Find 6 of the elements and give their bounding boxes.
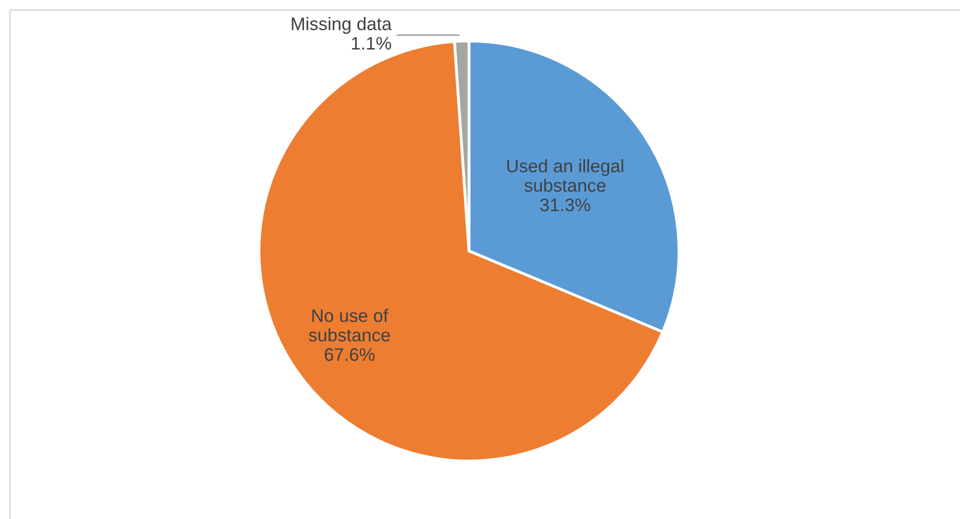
slice-label: No use of substance [308, 308, 390, 342]
data-label: 31.3% [540, 198, 590, 212]
data-label: 1.1% [352, 36, 392, 50]
slice-label: Used an illegal substance [507, 159, 624, 192]
data-label: 67.6% [324, 348, 374, 361]
slice-label: Missing data [292, 16, 392, 34]
